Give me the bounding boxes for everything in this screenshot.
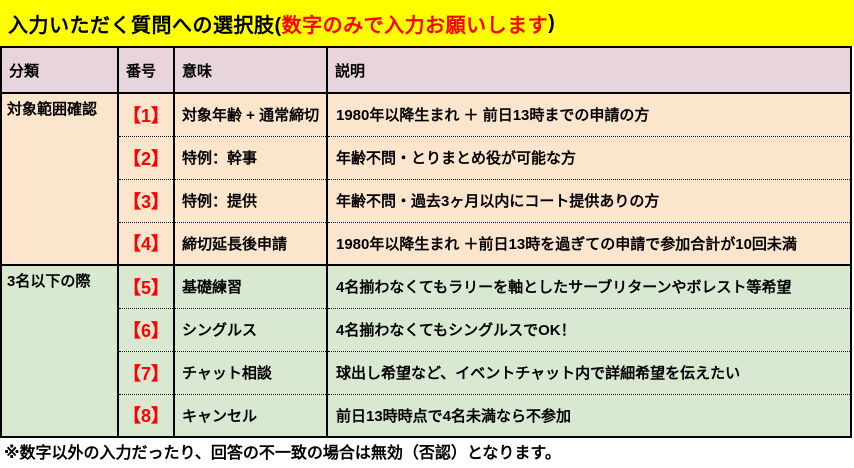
footer-note: ※数字以外の入力だったり、回答の不一致の場合は無効（否認）となります。 [4,445,561,462]
table-row: 【4】 締切延長後申請 1980年以降生まれ ＋前日13時を過ぎての申請で参加合… [1,221,852,265]
choice-number: 【4】 [117,221,175,265]
table-row: 【8】 キャンセル 前日13時時点で4名未満なら不参加 [1,393,852,437]
header-row: 分類 番号 意味 説明 [0,46,852,94]
title-bar: 入力いただく質問への選択肢(数字のみで入力お願いします) [0,0,854,46]
choice-number: 【2】 [117,135,175,179]
choice-number: 【8】 [117,393,175,437]
choice-number: 【6】 [117,307,175,351]
title-text-prefix: 入力いただく質問への選択肢( [8,14,282,37]
table-row: 【3】 特例：提供 年齢不問・過去3ヶ月以内にコート提供ありの方 [1,178,852,222]
choice-description: 年齢不問・過去3ヶ月以内にコート提供ありの方 [326,178,852,222]
choice-description: 球出し希望など、イベントチャット内で詳細希望を伝えたい [326,350,852,394]
title-highlight-text: 数字のみで入力お願いします [281,14,549,37]
choice-description: 年齢不問・とりまとめ役が可能な方 [326,135,852,179]
choice-number: 【1】 [117,93,175,136]
choice-number: 【7】 [117,350,175,394]
table-row: 3名以下の際 【5】 基礎練習 4名揃わなくてもラリーを軸としたサーブリターンや… [0,264,852,437]
category-cell-scope-check: 対象範囲確認 [0,93,119,265]
choice-description: 4名揃わなくてもシングルスでOK！ [326,307,852,351]
column-header-meaning: 意味 [173,46,328,94]
column-header-description: 説明 [326,46,852,94]
table-row: 【7】 チャット相談 球出し希望など、イベントチャット内で詳細希望を伝えたい [1,350,852,394]
column-header-category: 分類 [0,46,119,94]
choice-description: 前日13時時点で4名未満なら不参加 [326,393,852,437]
column-header-number: 番号 [117,46,175,94]
category-cell-under-3: 3名以下の際 [0,264,119,437]
title-text-suffix: ) [548,11,556,34]
table-row: 【2】 特例：幹事 年齢不問・とりまとめ役が可能な方 [1,135,852,179]
table-row: 【6】 シングルス 4名揃わなくてもシングルスでOK！ [1,307,852,351]
choice-description: 1980年以降生まれ ＋前日13時を過ぎての申請で参加合計が10回未満 [326,221,852,265]
choice-meaning: 対象年齢 + 通常締切 [173,93,328,136]
table-row: 対象範囲確認 【1】 対象年齢 + 通常締切 1980年以降生まれ ＋ 前日13… [0,93,852,265]
choice-meaning: 締切延長後申請 [173,221,328,265]
choice-meaning: 特例：提供 [173,178,328,222]
choice-meaning: 特例：幹事 [173,135,328,179]
choice-meaning: シングルス [173,307,328,351]
choice-description: 1980年以降生まれ ＋ 前日13時までの申請の方 [326,93,852,136]
choice-meaning: キャンセル [173,393,328,437]
choice-number: 【5】 [117,264,175,308]
choice-description: 4名揃わなくてもラリーを軸としたサーブリターンやボレスト等希望 [326,264,852,308]
choice-meaning: チャット相談 [173,350,328,394]
choices-table: 分類 番号 意味 説明 対象範囲確認 【1】 対象年齢 + 通常締切 1980年… [0,46,852,438]
choice-number: 【3】 [117,178,175,222]
choice-meaning: 基礎練習 [173,264,328,308]
